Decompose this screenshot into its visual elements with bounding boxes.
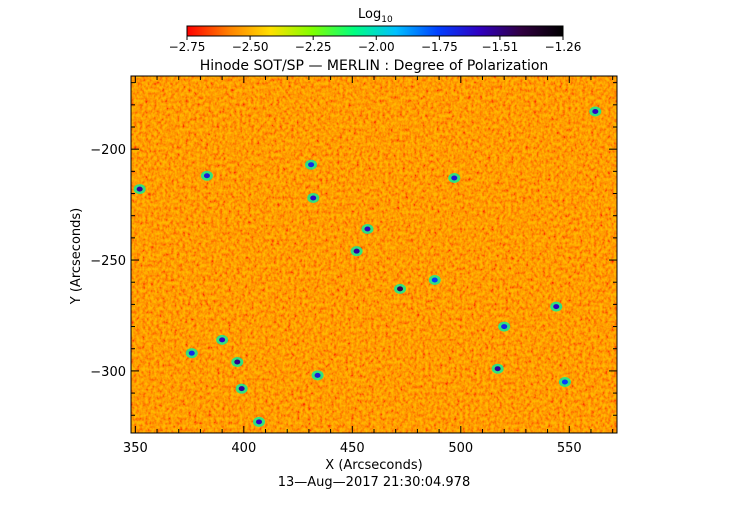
feature-point (431, 277, 438, 283)
feature-point (561, 379, 568, 385)
feature-point (234, 359, 241, 365)
y-tick-label: −250 (90, 254, 126, 269)
x-axis-label: X (Arcseconds) (325, 458, 422, 473)
x-tick-label: 350 (123, 441, 148, 456)
colorbar-tick-label: −2.25 (295, 40, 332, 54)
x-axis: 350 400 450 500 550 (123, 76, 614, 456)
colorbar-tick-label: −1.75 (421, 40, 458, 54)
colorbar-tick-label: −1.51 (482, 40, 519, 54)
heatmap-texture (131, 76, 617, 433)
y-tick-label: −300 (90, 365, 126, 380)
colorbar: Log10 −2.75 −2.50 −2.25 −2.00 −1.75 −1.51 −1.2… (169, 7, 582, 54)
y-tick-label: −200 (90, 143, 126, 158)
colorbar-title: Log10 (358, 7, 393, 25)
feature-point (397, 286, 404, 292)
feature-point (308, 162, 315, 168)
x-tick-label: 550 (557, 441, 582, 456)
feature-point (314, 372, 321, 378)
colorbar-tick-label: −1.26 (545, 40, 582, 54)
colorbar-ticks: −2.75 −2.50 −2.25 −2.00 −1.75 −1.51 −1.26 (169, 36, 582, 54)
feature-point (238, 386, 245, 392)
colorbar-tick-label: −2.50 (232, 40, 269, 54)
feature-point (353, 248, 360, 254)
y-axis: −200 −250 −300 (90, 82, 617, 416)
feature-point (203, 173, 210, 179)
feature-point (136, 186, 143, 192)
colorbar-tick-label: −2.75 (169, 40, 206, 54)
heatmap-image (131, 76, 617, 433)
feature-point (364, 226, 371, 232)
heatmap-features (133, 106, 602, 427)
feature-point (501, 324, 508, 330)
feature-point (553, 304, 560, 310)
feature-point (451, 175, 458, 181)
feature-point (592, 108, 599, 114)
colorbar-gradient (186, 25, 564, 37)
y-axis-label: Y (Arcseconds) (69, 208, 84, 305)
feature-point (494, 366, 501, 372)
feature-point (188, 350, 195, 356)
chart-title: Hinode SOT/SP — MERLIN : Degree of Polar… (200, 58, 549, 74)
colorbar-tick-label: −2.00 (358, 40, 395, 54)
x-tick-label: 400 (231, 441, 256, 456)
feature-point (219, 337, 226, 343)
feature-point (310, 195, 317, 201)
x-tick-label: 500 (448, 441, 473, 456)
feature-point (256, 419, 263, 425)
x-tick-label: 450 (340, 441, 365, 456)
timestamp: 13—Aug—2017 21:30:04.978 (278, 475, 470, 490)
